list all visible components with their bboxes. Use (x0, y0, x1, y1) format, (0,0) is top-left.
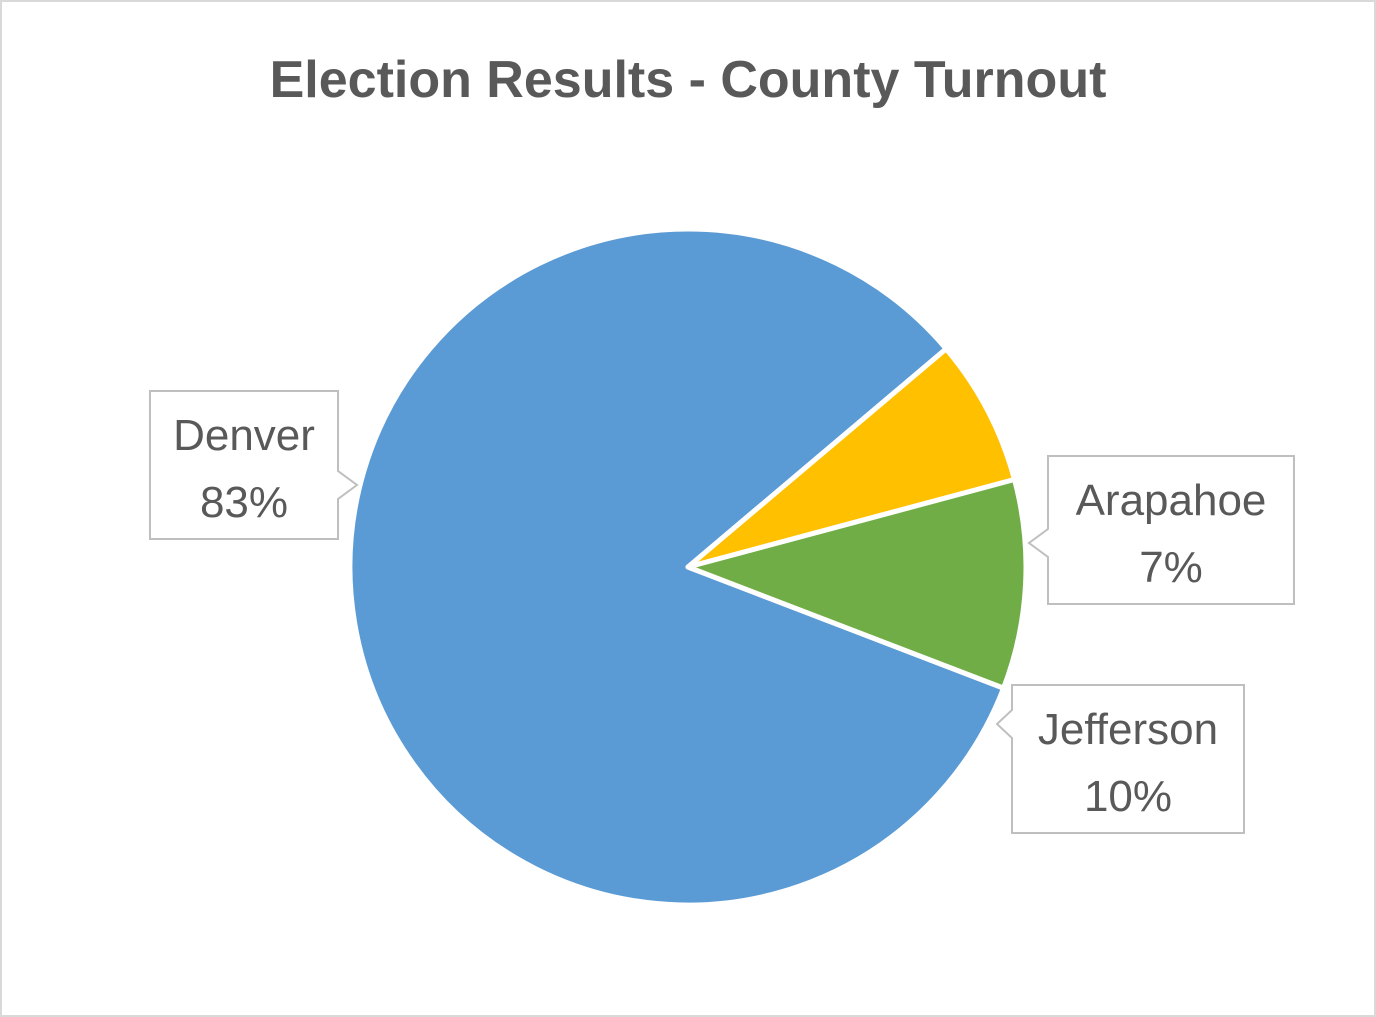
pie-slice-jefferson (685, 477, 1029, 691)
percent-label: 7% (1139, 543, 1203, 592)
pie-data-labels: Denver 83% Arapahoe 7% Jefferson 10% (149, 390, 1295, 834)
data-label-denver: Denver 83% (149, 390, 359, 540)
pie-slice-denver (347, 226, 1007, 908)
chart-title: Election Results - County Turnout (270, 51, 1107, 109)
category-label: Denver (173, 411, 315, 460)
pie-slice-arapahoe (685, 346, 1017, 570)
percent-label: 10% (1084, 772, 1172, 821)
callout-box (1027, 455, 1295, 605)
category-label: Arapahoe (1076, 476, 1267, 525)
percent-label: 83% (200, 478, 288, 527)
pie-slices (347, 226, 1029, 908)
callout-box (995, 684, 1245, 834)
data-label-jefferson: Jefferson 10% (995, 684, 1245, 834)
callout-box (149, 390, 359, 540)
category-label: Jefferson (1038, 705, 1218, 754)
data-label-arapahoe: Arapahoe 7% (1027, 455, 1295, 605)
